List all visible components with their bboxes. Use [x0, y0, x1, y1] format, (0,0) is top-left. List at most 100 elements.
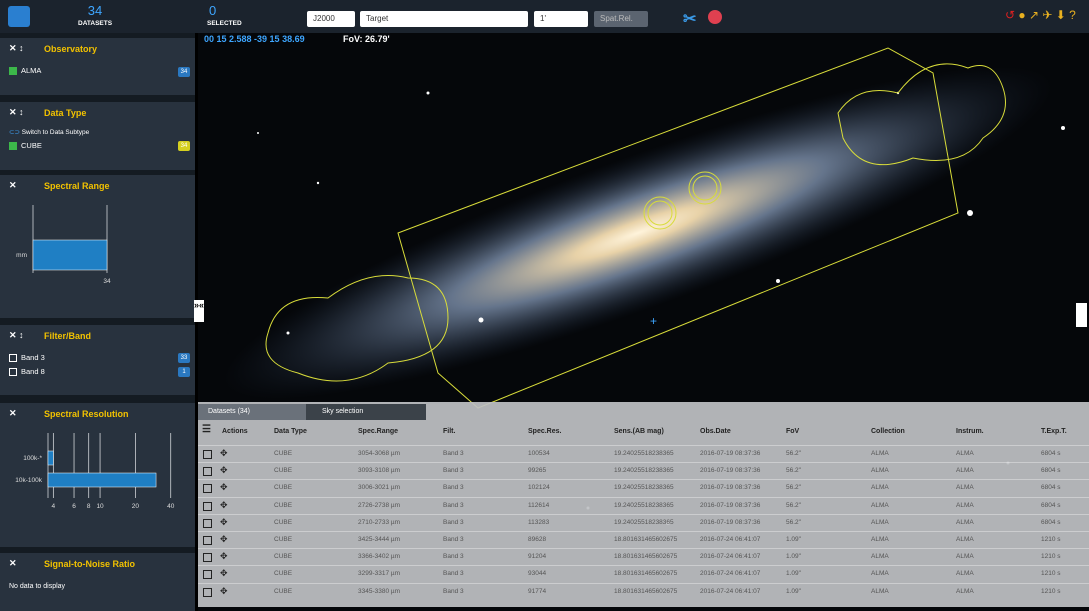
selected-count: 0 — [209, 3, 217, 18]
panel-title: Data Type — [44, 108, 87, 118]
row-checkbox[interactable] — [203, 536, 212, 545]
row-action[interactable]: ✥ — [220, 465, 228, 476]
table-cell: ALMA — [871, 450, 889, 457]
frame-select[interactable]: J2000 — [307, 11, 355, 27]
table-cell: 56.2" — [786, 518, 801, 526]
x-tick-label: 6 — [72, 503, 76, 510]
table-cell: 19.24025518238365 — [614, 467, 674, 475]
table-cell: 2016-07-24 06:41:07 — [700, 587, 761, 595]
galaxy — [223, 66, 1053, 400]
column-header: Data Type — [274, 428, 307, 435]
table-cell: 2016-07-24 06:41:07 — [700, 570, 761, 578]
column-header: Instrum. — [956, 428, 984, 435]
filter-item[interactable]: Band 8 — [9, 367, 45, 376]
x-tick-label: 34 — [103, 278, 111, 285]
table-cell: ALMA — [871, 467, 889, 475]
datasets-count: 34 — [87, 3, 103, 18]
panel-title: Spectral Range — [44, 181, 110, 191]
row-checkbox[interactable] — [203, 484, 212, 494]
table-cell: 3425-3444 µm — [358, 536, 401, 543]
table-cell: CUBE — [274, 553, 293, 561]
table-cell: CUBE — [274, 467, 293, 475]
radius-select[interactable]: 1' — [534, 11, 588, 27]
filter-item[interactable]: CUBE — [9, 141, 42, 150]
row-divider — [198, 582, 1089, 584]
tab[interactable]: Datasets (34) — [198, 404, 306, 420]
row-checkbox[interactable] — [203, 467, 212, 477]
table-cell: ALMA — [871, 518, 889, 526]
row-checkbox[interactable] — [203, 501, 212, 511]
item-label: CUBE — [21, 141, 42, 150]
row-divider — [198, 513, 1089, 515]
table-cell: 91774 — [528, 587, 547, 595]
table-cell: Band 3 — [443, 518, 464, 526]
filter-item[interactable]: ALMA — [9, 66, 41, 75]
coordinates: 00 15 2.588 -39 15 38.69 — [204, 34, 305, 44]
scissors-icon[interactable]: ✂ — [683, 11, 697, 28]
row-action[interactable]: ✥ — [220, 448, 228, 458]
zoom-control[interactable] — [1076, 303, 1087, 327]
table-cell: 100534 — [528, 450, 550, 457]
row-action[interactable]: ✥ — [220, 534, 228, 544]
table-cell: CUBE — [274, 484, 293, 492]
key-icon[interactable] — [708, 10, 722, 24]
toolbar-icons[interactable]: ↺ ● ↗ ✈ ⬇ ? — [1005, 8, 1076, 22]
row-action[interactable]: ✥ — [220, 499, 228, 510]
table-cell: 3006-3021 µm — [358, 484, 401, 492]
observatory-panel: ✕ ↕ Observatory ALMA 34 — [0, 38, 195, 95]
row-divider — [198, 496, 1089, 498]
column-header: Sens.(AB mag) — [614, 428, 664, 435]
spectral-range-panel: ✕ Spectral Range 34 mm — [0, 175, 195, 318]
row-action[interactable]: ✥ — [220, 482, 228, 493]
table-cell: ALMA — [871, 501, 889, 509]
table-cell: 1.09" — [786, 553, 801, 561]
table-cell: 18.801631465602675 — [614, 553, 678, 561]
table-cell: 99265 — [528, 467, 547, 475]
row-action[interactable]: ✥ — [220, 585, 228, 596]
fov: FoV: 26.79' — [343, 34, 390, 44]
row-action[interactable]: ✥ — [220, 551, 228, 562]
row-action[interactable]: ✥ — [220, 516, 228, 527]
results-table: Datasets (34) Sky selection ☰ Actions Data… — [198, 402, 1089, 607]
row-checkbox[interactable] — [203, 587, 212, 597]
table-cell: 56.2" — [786, 484, 801, 492]
row-checkbox[interactable] — [203, 450, 212, 459]
target-input[interactable]: Target — [360, 11, 528, 27]
menu-button[interactable] — [8, 6, 30, 27]
table-cell: 2016-07-24 06:41:07 — [700, 536, 761, 543]
column-header: FoV — [786, 428, 800, 435]
row-divider — [198, 565, 1089, 567]
table-cell: 56.2" — [786, 450, 801, 457]
datasets-label: DATASETS — [78, 20, 113, 27]
panel-title: Filter/Band — [44, 331, 92, 341]
row-checkbox[interactable] — [203, 553, 212, 563]
table-cell: 19.24025518238365 — [614, 450, 674, 457]
table-cell: 56.2" — [786, 501, 801, 509]
filter-item[interactable]: Band 3 — [9, 353, 45, 362]
row-checkbox[interactable] — [203, 518, 212, 528]
row-action[interactable]: ✥ — [220, 568, 228, 579]
spectral-range-chart: 34 mm — [16, 205, 111, 285]
table-cell: 1210 s — [1041, 536, 1061, 543]
item-count: 1 — [178, 367, 190, 377]
spectral-resolution-chart: 4 6 8 10 20 40 100k-* 10k-100k — [15, 433, 175, 510]
table-cell: 2016-07-19 08:37:36 — [700, 518, 761, 526]
table-cell: 2016-07-19 08:37:36 — [700, 467, 761, 475]
row-divider — [198, 548, 1089, 550]
toggle[interactable]: ⊂⊃ Switch to Data Subtype — [9, 129, 90, 136]
collapse-toggle[interactable]: »« — [194, 300, 204, 322]
footprints — [265, 47, 1006, 409]
table-cell: Band 3 — [443, 553, 464, 561]
column-header: Spec.Res. — [528, 428, 562, 435]
table-cell: 113283 — [528, 518, 550, 526]
table-cell: Band 3 — [443, 587, 464, 595]
column-header: Filt. — [443, 428, 456, 435]
table-cell: 112614 — [528, 501, 550, 509]
x-tick-label: 40 — [167, 503, 175, 510]
tab[interactable]: Sky selection — [306, 404, 426, 420]
table-cell: 6804 s — [1041, 484, 1061, 492]
column-header: Collection — [871, 428, 905, 435]
row-checkbox[interactable] — [203, 570, 212, 580]
mode-select[interactable]: Spat.Rel. — [594, 11, 648, 27]
table-cell: Band 3 — [443, 570, 464, 578]
